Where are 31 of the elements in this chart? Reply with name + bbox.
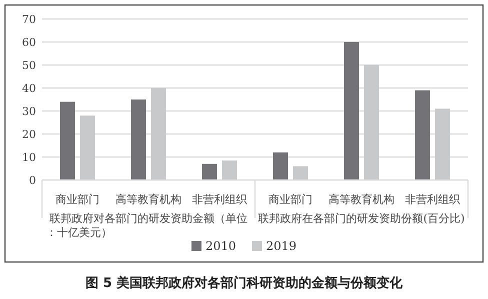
legend-label: 2010	[205, 239, 236, 253]
bar	[364, 65, 379, 180]
y-tick-label: 70	[22, 13, 36, 26]
y-tick-label: 10	[22, 151, 36, 164]
legend-label: 2019	[266, 239, 297, 253]
bar	[344, 42, 359, 180]
y-tick-label: 0	[29, 174, 36, 187]
bar	[273, 152, 288, 180]
bar	[293, 166, 308, 180]
x-tick-label: 非营利组织	[192, 193, 247, 206]
bar	[415, 90, 430, 180]
y-tick-label: 20	[22, 128, 36, 141]
bar	[435, 108, 450, 180]
y-tick-label: 40	[22, 82, 36, 95]
x-tick-label: 非营利组织	[405, 193, 460, 206]
y-tick-label: 60	[22, 36, 36, 49]
x-tick-label: 商业部门	[56, 193, 100, 206]
x-tick-label: 商业部门	[268, 193, 312, 206]
y-tick-label: 50	[22, 59, 36, 72]
text: 联邦政府对各部门的研发资助金额（单位：十亿美元）	[46, 212, 248, 239]
bar	[80, 116, 95, 180]
x-tick-label: 高等教育机构	[328, 193, 394, 206]
x-tick-label: 高等教育机构	[116, 193, 182, 206]
bar	[202, 164, 217, 180]
y-tick-label: 30	[22, 105, 36, 118]
bar	[222, 160, 237, 180]
bar	[151, 88, 166, 180]
bar	[60, 102, 75, 180]
text: 图 5 美国联邦政府对各部门科研资助的金额与份额变化	[85, 275, 404, 291]
bar	[131, 100, 146, 180]
text: 联邦政府在各部门的研发资助份额(百分比)	[258, 212, 465, 225]
